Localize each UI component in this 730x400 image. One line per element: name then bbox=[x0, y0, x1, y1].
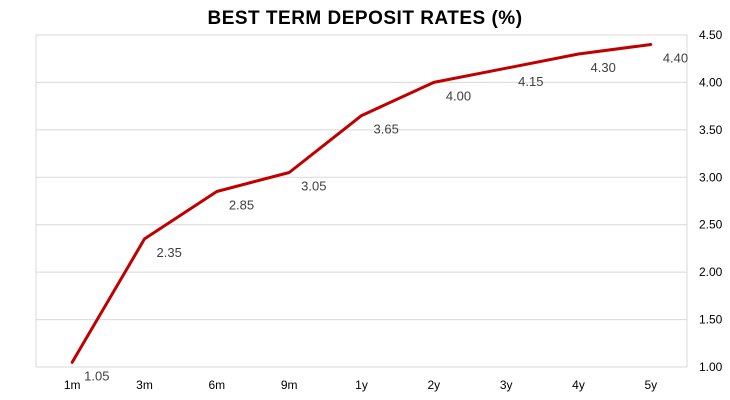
y-tick-label: 2.00 bbox=[699, 265, 723, 279]
data-label: 2.85 bbox=[229, 198, 254, 213]
data-label: 4.15 bbox=[518, 74, 543, 89]
gridlines bbox=[35, 34, 688, 368]
y-tick-label: 1.00 bbox=[699, 360, 723, 374]
data-label: 3.65 bbox=[374, 122, 399, 137]
y-axis-tick-labels: 1.00 1.50 2.00 2.50 3.00 3.50 4.00 4.50 bbox=[699, 28, 723, 374]
chart-title: BEST TERM DEPOSIT RATES (%) bbox=[207, 8, 523, 29]
data-labels: 1.05 2.35 2.85 3.05 3.65 4.00 4.15 4.30 4.40 bbox=[84, 50, 688, 383]
series-line-layer bbox=[70, 43, 653, 364]
x-tick-label: 3y bbox=[500, 378, 513, 392]
x-axis-tick-labels: 1m 3m 6m 9m 1y 2y 3y 4y 5y bbox=[64, 378, 657, 392]
y-tick-label: 4.50 bbox=[699, 28, 723, 42]
x-tick-label: 1y bbox=[355, 378, 368, 392]
x-tick-label: 1m bbox=[64, 378, 81, 392]
x-tick-label: 2y bbox=[427, 378, 440, 392]
y-tick-label: 3.00 bbox=[699, 170, 723, 184]
y-tick-label: 3.50 bbox=[699, 123, 723, 137]
data-label: 4.00 bbox=[446, 88, 471, 103]
data-label: 1.05 bbox=[84, 368, 109, 383]
data-label: 3.05 bbox=[301, 179, 326, 194]
y-tick-label: 2.50 bbox=[699, 218, 723, 232]
series-line bbox=[70, 43, 653, 364]
data-label: 4.30 bbox=[591, 60, 616, 75]
data-label: 4.40 bbox=[663, 50, 688, 65]
y-tick-label: 4.00 bbox=[699, 75, 723, 89]
x-tick-label: 5y bbox=[644, 378, 657, 392]
x-tick-label: 9m bbox=[281, 378, 298, 392]
x-tick-label: 3m bbox=[136, 378, 153, 392]
data-label: 2.35 bbox=[157, 245, 182, 260]
x-tick-label: 4y bbox=[572, 378, 585, 392]
x-tick-label: 6m bbox=[208, 378, 225, 392]
y-tick-label: 1.50 bbox=[699, 313, 723, 327]
